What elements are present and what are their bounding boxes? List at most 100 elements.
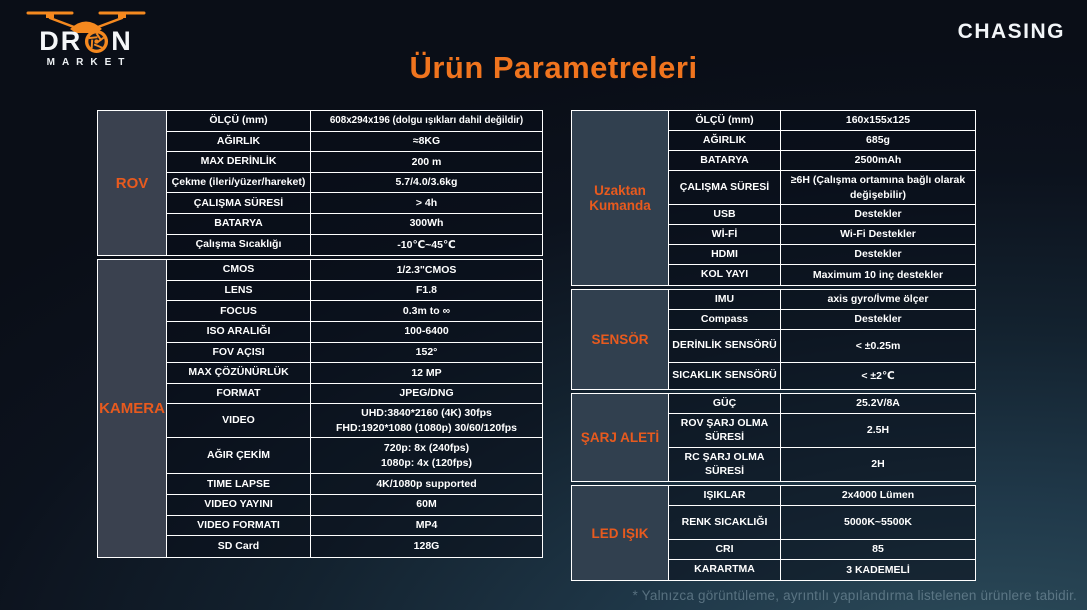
param-cell: Çekme (ileri/yüzer/hareket) xyxy=(166,172,311,193)
param-cell: ÖLÇÜ (mm) xyxy=(668,111,781,130)
spec-row-format: FORMAT JPEG/DNG xyxy=(166,383,542,405)
spec-row-al-ma-s-cakl: Çalışma Sıcaklığı -10℃~45℃ xyxy=(166,234,542,256)
value-cell: 720p: 8x (240fps) 1080p: 4x (120fps) xyxy=(380,442,473,469)
value-cell: ≈8KG xyxy=(412,135,441,148)
brand-name-pre: DR xyxy=(39,26,83,56)
spec-row-usb: USB Destekler xyxy=(668,205,975,225)
value-cell: JPEG/DNG xyxy=(399,387,454,400)
spec-row-compass: Compass Destekler xyxy=(668,310,975,330)
brand-subtitle: MARKET xyxy=(46,57,132,68)
param-cell: ÇALIŞMA SÜRESİ xyxy=(668,171,781,204)
drone-icon xyxy=(26,11,146,33)
value-cell: axis gyro/İvme ölçer xyxy=(827,293,929,306)
aperture-icon xyxy=(85,29,109,54)
spec-row-kol-yayi: KOL YAYI Maximum 10 inç destekler xyxy=(668,265,975,285)
param-cell: AĞIRLIK xyxy=(668,131,781,150)
param-cell: Wİ-Fİ xyxy=(668,225,781,244)
spec-section-arj-aleti: ŞARJ ALETİ GÜÇ 25.2V/8A ROV ŞARJ OLMA SÜRES… xyxy=(571,393,976,482)
param-cell: DERİNLİK SENSÖRÜ xyxy=(668,330,781,362)
param-cell: AĞIR ÇEKİM xyxy=(166,438,311,474)
value-cell: 160x155x125 xyxy=(845,114,911,127)
value-cell: 1/2.3"CMOS xyxy=(396,263,457,276)
value-cell: 0.3m to ∞ xyxy=(402,304,451,317)
dronmarket-logo: DR N MARKET xyxy=(16,8,156,68)
value-cell: 300Wh xyxy=(409,217,444,230)
param-cell: VIDEO YAYINI xyxy=(166,494,311,515)
param-cell: VIDEO FORMATI xyxy=(166,515,311,536)
value-cell: 25.2V/8A xyxy=(856,397,900,410)
param-cell: MAX ÇÖZÜNÜRLÜK xyxy=(166,363,311,383)
value-cell: 5.7/4.0/3.6kg xyxy=(395,176,458,189)
spec-row-deri-nli-k-sens-r: DERİNLİK SENSÖRÜ < ±0.25m xyxy=(668,330,975,363)
spec-row-focus: FOCUS 0.3m to ∞ xyxy=(166,301,542,322)
value-cell: -10℃~45℃ xyxy=(397,238,456,251)
param-cell: IŞIKLAR xyxy=(668,486,781,505)
value-cell: 2.5H xyxy=(866,424,890,437)
value-cell: UHD:3840*2160 (4K) 30fps FHD:1920*1080 (1… xyxy=(336,407,517,434)
value-cell: 60M xyxy=(416,498,437,511)
spec-row-karartma: KARARTMA 3 KADEMELİ xyxy=(668,560,975,580)
param-cell: USB xyxy=(668,205,781,224)
value-cell: Destekler xyxy=(854,248,902,261)
spec-table-rov-kamera: ROV ÖLÇÜ (mm) 608x294x196 (dolgu ışıkları … xyxy=(97,110,543,561)
value-cell: 128G xyxy=(413,540,440,553)
spec-row-max-deri-nli-k: MAX DERİNLİK 200 m xyxy=(166,152,542,173)
spec-row-fov-a-isi: FOV AÇISI 152° xyxy=(166,342,542,364)
param-cell: ÇALIŞMA SÜRESİ xyxy=(166,193,311,213)
value-cell: Destekler xyxy=(854,208,902,221)
spec-row-ali-ma-s-resi: ÇALIŞMA SÜRESİ ≥6H (Çalışma ortamına bağl… xyxy=(668,171,975,205)
param-cell: FOCUS xyxy=(166,301,311,321)
value-cell: 2500mAh xyxy=(854,154,902,167)
param-cell: IMU xyxy=(668,290,781,309)
spec-row-batarya: BATARYA 2500mAh xyxy=(668,151,975,171)
spec-row-rc-arj-olma-s-resi: RC ŞARJ OLMA SÜRESİ 2H xyxy=(668,448,975,481)
param-cell: GÜÇ xyxy=(668,394,781,413)
spec-row-video-yayini: VIDEO YAYINI 60M xyxy=(166,494,542,516)
section-label: ROV xyxy=(98,111,166,256)
value-cell: Wi-Fi Destekler xyxy=(840,228,916,241)
value-cell: 5000K~5500K xyxy=(843,516,912,529)
spec-section-sens-r: SENSÖR IMU axis gyro/İvme ölçer Compass Dest… xyxy=(571,289,976,390)
value-cell: 100-6400 xyxy=(404,325,449,338)
spec-row-sicaklik-sens-r: SICAKLIK SENSÖRÜ < ±2℃ xyxy=(668,363,975,389)
param-cell: SD Card xyxy=(166,536,311,557)
param-cell: LENS xyxy=(166,280,311,301)
brand-name-post: N xyxy=(111,26,133,56)
chasing-logo: CHASING xyxy=(957,20,1065,43)
spec-row-cri: CRI 85 xyxy=(668,540,975,560)
param-cell: CMOS xyxy=(166,260,311,280)
spec-row-g: GÜÇ 25.2V/8A xyxy=(668,394,975,414)
section-label: KAMERA xyxy=(98,260,166,557)
spec-row-a-irlik: AĞIRLIK ≈8KG xyxy=(166,131,542,153)
spec-row-max-z-n-rl-k: MAX ÇÖZÜNÜRLÜK 12 MP xyxy=(166,363,542,384)
spec-row-sd-card: SD Card 128G xyxy=(166,536,542,557)
spec-row-a-ir-eki-m: AĞIR ÇEKİM 720p: 8x (240fps) 1080p: 4x (12… xyxy=(166,438,542,475)
spec-row-hdmi: HDMI Destekler xyxy=(668,245,975,265)
spec-row-ali-ma-s-resi: ÇALIŞMA SÜRESİ > 4h xyxy=(166,193,542,214)
param-cell: MAX DERİNLİK xyxy=(166,152,311,172)
param-cell: KOL YAYI xyxy=(668,265,781,285)
spec-section-rov: ROV ÖLÇÜ (mm) 608x294x196 (dolgu ışıkları … xyxy=(97,110,543,257)
spec-row-renk-sicakli-i: RENK SICAKLIĞI 5000K~5500K xyxy=(668,506,975,540)
value-cell: 685g xyxy=(866,134,890,147)
value-cell: ≥6H (Çalışma ortamına bağlı olarak değiş… xyxy=(790,173,966,201)
value-cell: MP4 xyxy=(415,518,438,531)
param-cell: SICAKLIK SENSÖRÜ xyxy=(668,363,781,389)
spec-section-led-i-ik: LED IŞIK IŞIKLAR 2x4000 Lümen RENK SICAKLIĞ… xyxy=(571,485,976,581)
value-cell: 152° xyxy=(415,345,438,358)
spec-row-ekme-ileri-y-zer-hareket: Çekme (ileri/yüzer/hareket) 5.7/4.0/3.6kg xyxy=(166,172,542,194)
param-cell: RC ŞARJ OLMA SÜRESİ xyxy=(668,448,781,481)
param-cell: ÖLÇÜ (mm) xyxy=(166,111,311,131)
param-cell: VIDEO xyxy=(166,404,311,438)
spec-row-video-formati: VIDEO FORMATI MP4 xyxy=(166,515,542,537)
value-cell: > 4h xyxy=(415,196,438,209)
spec-row-imu: IMU axis gyro/İvme ölçer xyxy=(668,290,975,310)
spec-row-l-mm: ÖLÇÜ (mm) 608x294x196 (dolgu ışıkları dah… xyxy=(166,111,542,132)
spec-row-batarya: BATARYA 300Wh xyxy=(166,213,542,235)
param-cell: Compass xyxy=(668,310,781,329)
param-cell: ROV ŞARJ OLMA SÜRESİ xyxy=(668,414,781,447)
spec-row-wi-fi: Wİ-Fİ Wi-Fi Destekler xyxy=(668,225,975,245)
param-cell: FOV AÇISI xyxy=(166,342,311,363)
spec-section-uzaktan-kumanda: Uzaktan Kumanda ÖLÇÜ (mm) 160x155x125 AĞIRL… xyxy=(571,110,976,286)
